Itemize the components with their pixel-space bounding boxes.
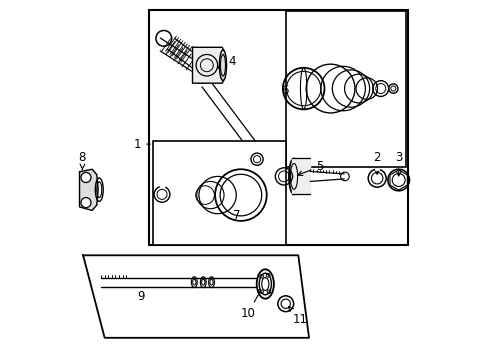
Bar	[149, 10, 407, 244]
Text: 7: 7	[233, 210, 241, 222]
Ellipse shape	[256, 269, 273, 299]
Text: 9: 9	[137, 290, 144, 303]
Text: 1: 1	[133, 138, 141, 150]
Text: 3: 3	[394, 151, 402, 176]
Text: 11: 11	[288, 307, 307, 326]
Circle shape	[81, 172, 91, 183]
Text: 2: 2	[373, 151, 380, 174]
Text: 6: 6	[280, 84, 287, 97]
Ellipse shape	[259, 273, 271, 295]
Text: 10: 10	[240, 288, 262, 320]
Bar	[153, 140, 285, 244]
Text: 4: 4	[217, 55, 235, 68]
Polygon shape	[80, 169, 98, 211]
Circle shape	[81, 198, 91, 208]
Polygon shape	[292, 158, 309, 194]
Polygon shape	[192, 47, 224, 83]
Text: 8: 8	[79, 151, 86, 170]
Ellipse shape	[288, 158, 298, 194]
Bar	[285, 12, 405, 167]
Text: 5: 5	[297, 160, 323, 176]
Ellipse shape	[219, 50, 226, 81]
